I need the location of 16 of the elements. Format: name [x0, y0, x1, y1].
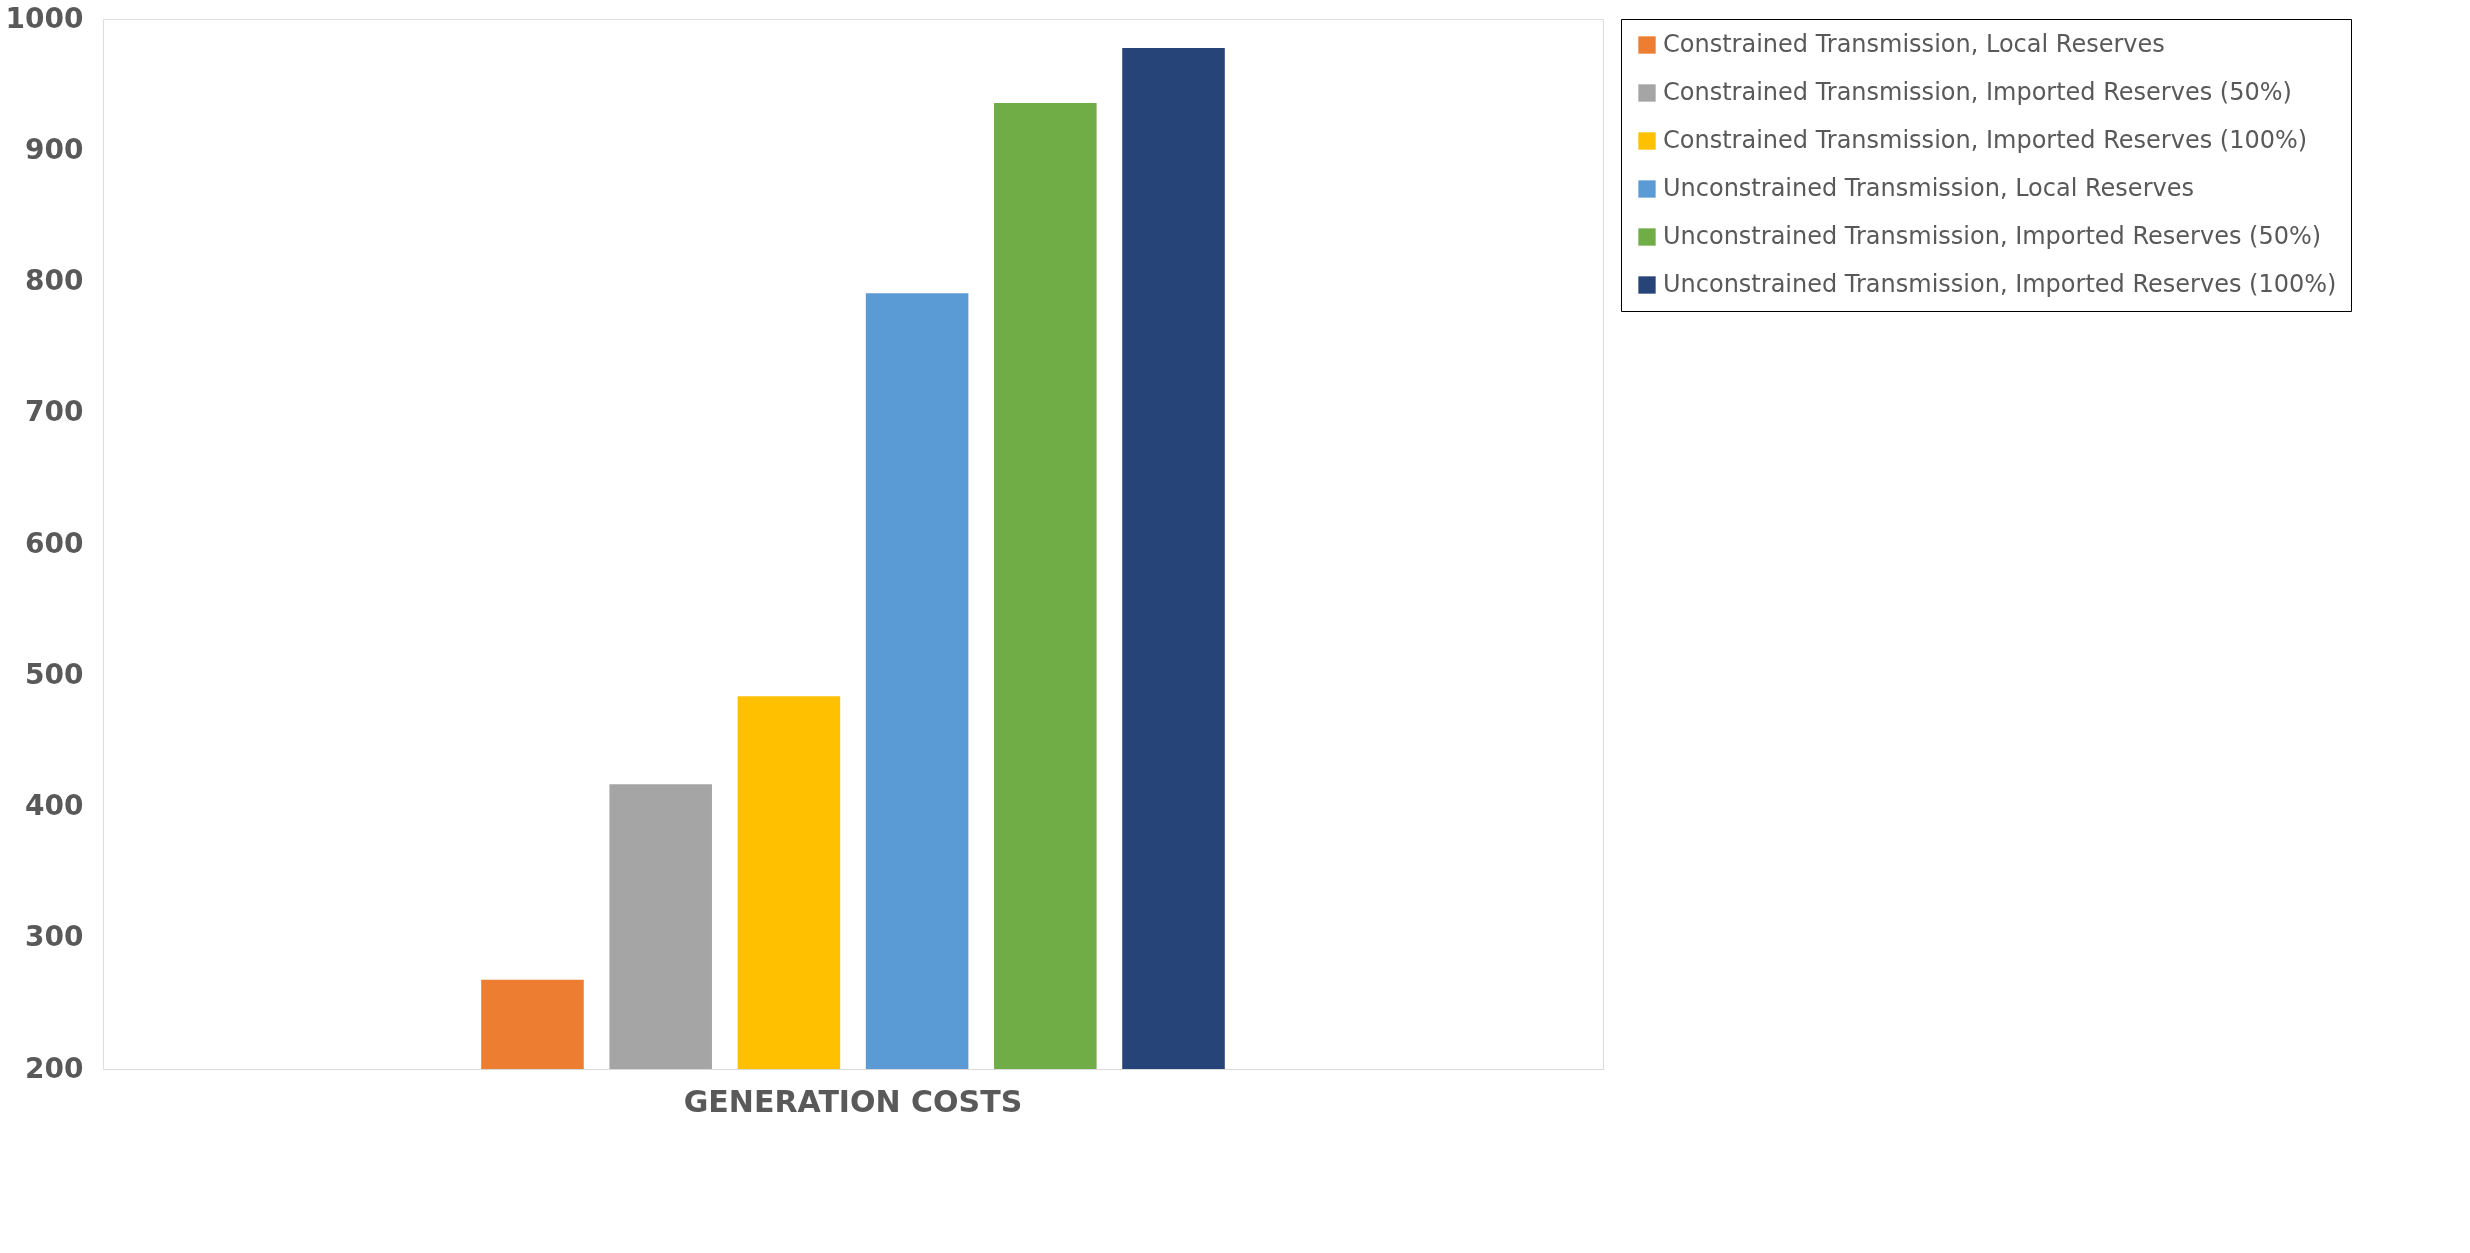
y-tick-label: 700	[25, 395, 84, 429]
legend-label: Unconstrained Transmission, Imported Reserves (100%)	[1663, 270, 2337, 298]
legend-label: Constrained Transmission, Local Reserves	[1663, 30, 2165, 58]
y-tick-label: 600	[25, 526, 84, 560]
y-tick-label: 200	[25, 1051, 84, 1085]
legend-label: Constrained Transmission, Imported Reserves (100%)	[1663, 126, 2308, 154]
legend-label: Constrained Transmission, Imported Reserves (50%)	[1663, 78, 2292, 106]
y-tick-label: 500	[25, 657, 84, 691]
y-tick-label: 900	[25, 132, 84, 166]
x-tick-label: GENERATION COSTS	[683, 1083, 1023, 1119]
y-tick-label: 300	[25, 920, 84, 954]
y-tick-label: 400	[25, 789, 84, 822]
y-tick-label: 800	[25, 264, 84, 297]
legend-label: Unconstrained Transmission, Imported Reserves (50%)	[1663, 222, 2322, 250]
y-tick-label: 1000	[5, 1, 84, 35]
legend-label: Unconstrained Transmission, Local Reserves	[1663, 174, 2194, 202]
